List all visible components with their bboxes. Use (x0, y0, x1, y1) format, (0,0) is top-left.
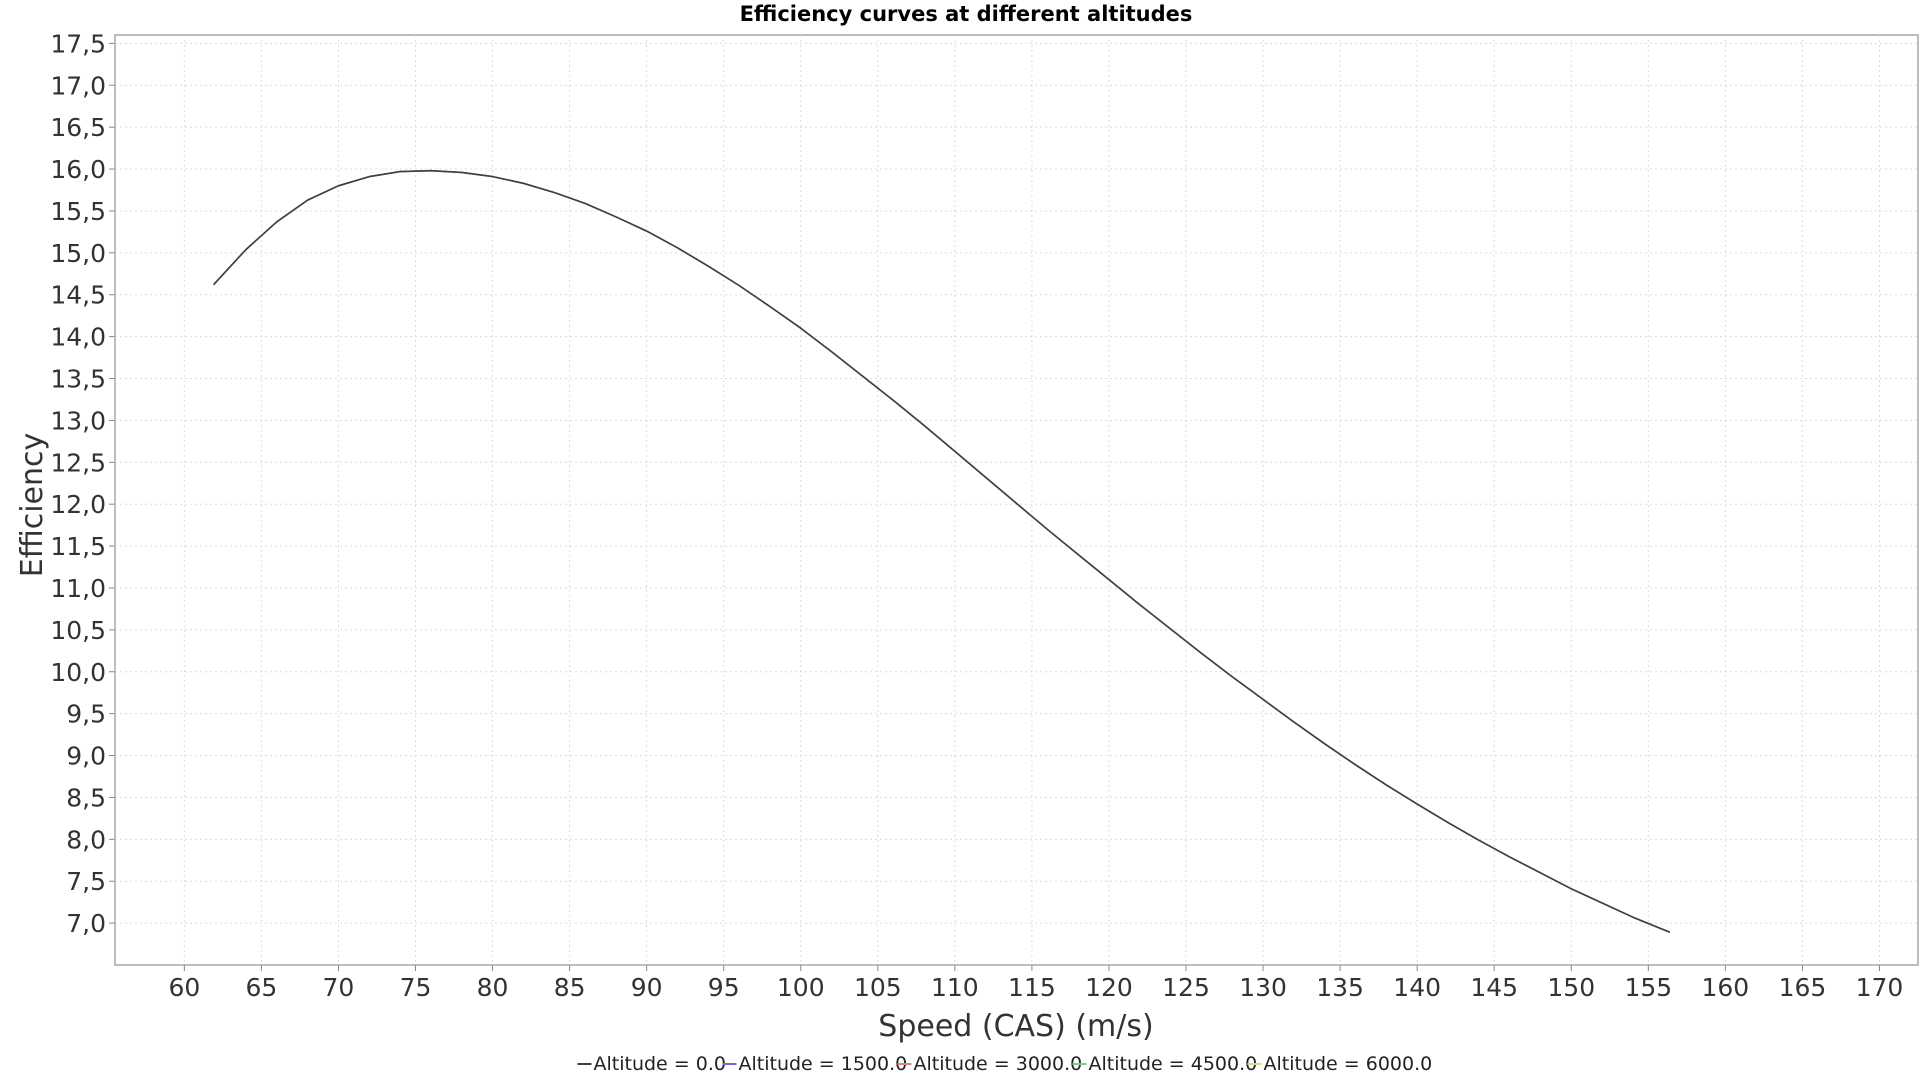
x-tick-label: 90 (631, 973, 663, 1002)
y-tick-label: 12,0 (50, 490, 106, 519)
y-tick-label: 14,5 (50, 281, 106, 310)
y-tick-label: 16,5 (50, 113, 106, 142)
y-tick-label: 17,5 (50, 29, 106, 58)
y-tick-label: 15,0 (50, 239, 106, 268)
y-tick-label: 13,5 (50, 365, 106, 394)
x-tick-label: 110 (931, 973, 979, 1002)
x-tick-label: 165 (1779, 973, 1827, 1002)
legend-item: Altitude = 0.0 (577, 1053, 726, 1075)
x-tick-label: 70 (323, 973, 355, 1002)
y-tick-label: 9,0 (66, 742, 106, 771)
x-tick-label: 170 (1856, 973, 1904, 1002)
y-tick-label: 11,5 (50, 532, 106, 561)
x-tick-label: 160 (1702, 973, 1750, 1002)
y-axis-ticks: 7,0 7,5 8,0 8,5 9,0 9,5 10,0 10,5 11,0 11,5 12,0 12… (50, 29, 115, 938)
x-tick-label: 100 (777, 973, 825, 1002)
y-tick-label: 7,5 (66, 867, 106, 896)
legend-item: Altitude = 4500.0 (1072, 1053, 1258, 1075)
y-axis-label: Efficiency (15, 433, 50, 578)
y-tick-label: 13,0 (50, 406, 106, 435)
legend-label: Altitude = 4500.0 (1089, 1053, 1258, 1075)
x-tick-label: 75 (400, 973, 432, 1002)
legend-label: Altitude = 0.0 (594, 1053, 726, 1075)
y-tick-label: 8,0 (66, 825, 106, 854)
y-tick-label: 14,0 (50, 323, 106, 352)
x-tick-label: 65 (245, 973, 277, 1002)
legend-item: Altitude = 6000.0 (1247, 1053, 1433, 1075)
x-tick-label: 105 (854, 973, 902, 1002)
x-tick-label: 135 (1316, 973, 1364, 1002)
x-tick-label: 130 (1239, 973, 1287, 1002)
x-tick-label: 155 (1624, 973, 1672, 1002)
series-line (213, 169, 1671, 934)
x-tick-label: 145 (1470, 973, 1518, 1002)
x-axis-ticks: 60 65 70 75 80 85 90 95 100 105 110 115 120 125 130 135… (168, 965, 1903, 1002)
y-tick-label: 10,5 (50, 616, 106, 645)
x-tick-label: 150 (1547, 973, 1595, 1002)
y-tick-label: 10,0 (50, 658, 106, 687)
x-tick-label: 95 (708, 973, 740, 1002)
x-tick-label: 140 (1393, 973, 1441, 1002)
y-tick-label: 16,0 (50, 155, 106, 184)
x-tick-label: 115 (1008, 973, 1056, 1002)
y-tick-label: 12,5 (50, 448, 106, 477)
y-tick-label: 9,5 (66, 700, 106, 729)
y-tick-label: 15,5 (50, 197, 106, 226)
legend: Altitude = 0.0 Altitude = 1500.0 Altitude … (577, 1053, 1433, 1075)
x-tick-label: 120 (1085, 973, 1133, 1002)
legend-item: Altitude = 1500.0 (722, 1053, 908, 1075)
series-layer (213, 169, 1671, 934)
y-tick-label: 8,5 (66, 783, 106, 812)
x-axis-label: Speed (CAS) (m/s) (878, 1009, 1153, 1044)
x-tick-label: 85 (554, 973, 586, 1002)
legend-label: Altitude = 6000.0 (1264, 1053, 1433, 1075)
legend-label: Altitude = 1500.0 (739, 1053, 908, 1075)
y-tick-label: 17,0 (50, 71, 106, 100)
x-tick-label: 125 (1162, 973, 1210, 1002)
legend-label: Altitude = 3000.0 (914, 1053, 1083, 1075)
x-tick-label: 60 (168, 973, 200, 1002)
y-tick-label: 7,0 (66, 909, 106, 938)
chart-title: Efficiency curves at different altitudes (740, 2, 1193, 26)
legend-item: Altitude = 3000.0 (897, 1053, 1083, 1075)
x-tick-label: 80 (477, 973, 509, 1002)
y-tick-label: 11,0 (50, 574, 106, 603)
grid (115, 35, 1918, 965)
